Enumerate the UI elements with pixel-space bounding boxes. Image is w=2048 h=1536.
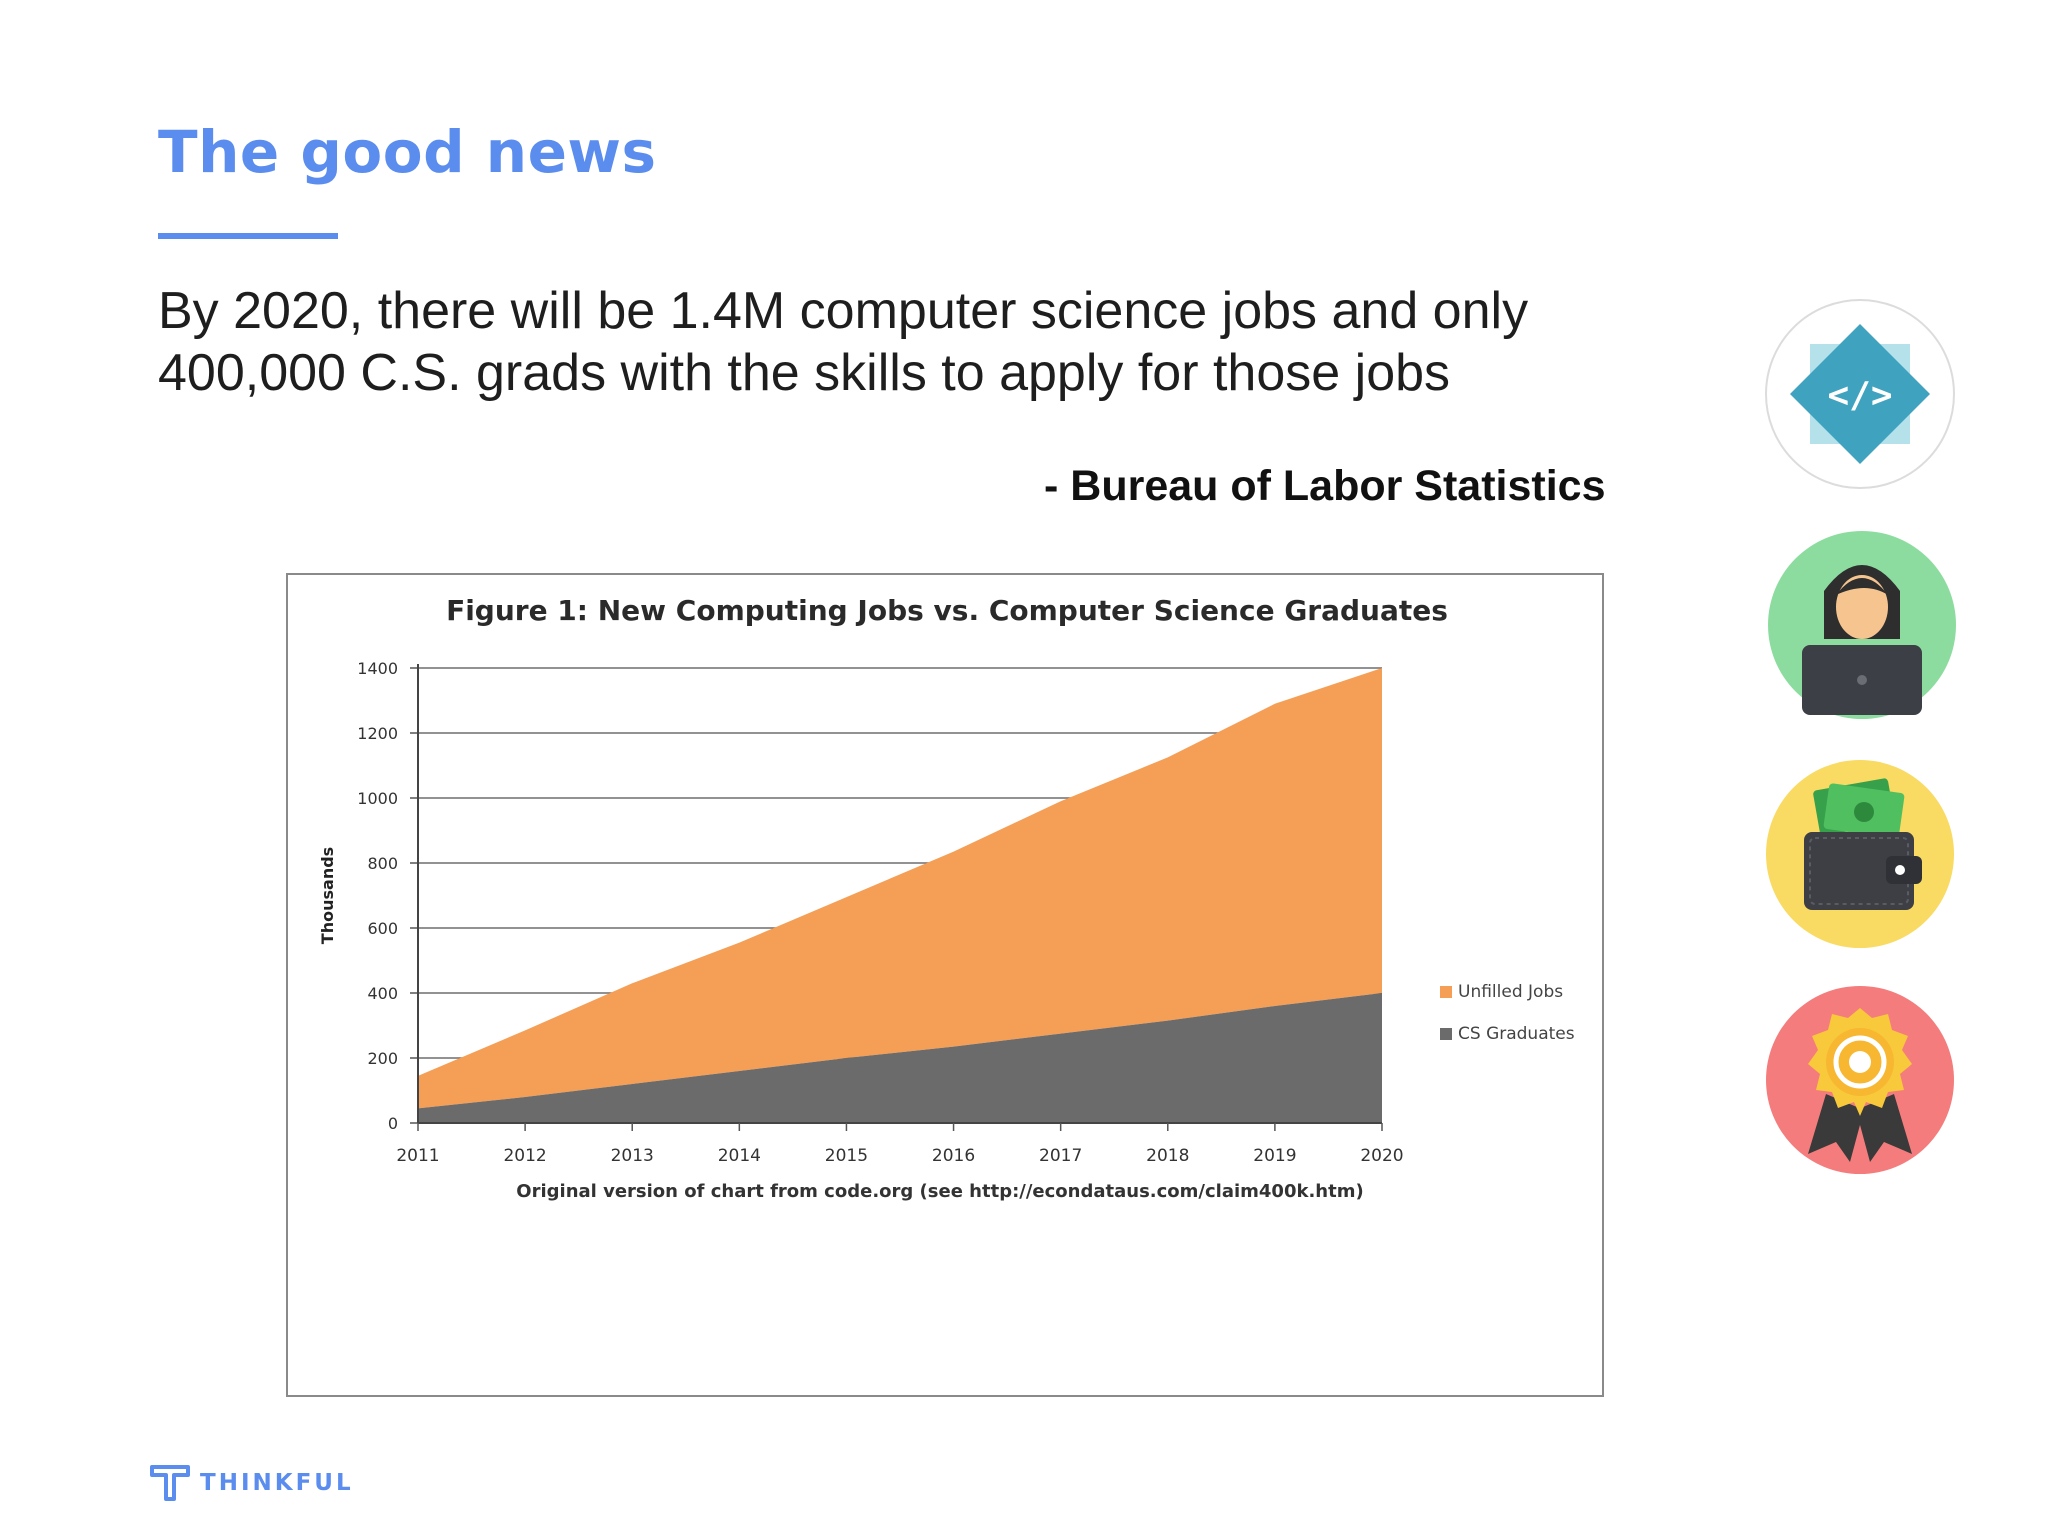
x-tick-label: 2016 xyxy=(932,1146,975,1166)
thinkful-logo: THINKFUL xyxy=(150,1463,354,1503)
thinkful-logo-icon xyxy=(150,1465,190,1501)
title-underline xyxy=(158,233,338,239)
body-line-1: By 2020, there will be 1.4M computer sci… xyxy=(158,282,1529,340)
y-tick-label: 0 xyxy=(388,1114,398,1133)
slide-body: By 2020, there will be 1.4M computer sci… xyxy=(158,280,1658,404)
y-tick-label: 1200 xyxy=(357,724,398,743)
legend-label: Unfilled Jobs xyxy=(1458,982,1563,1002)
thinkful-wordmark: THINKFUL xyxy=(200,1470,354,1496)
y-tick-label: 200 xyxy=(367,1049,398,1068)
body-line-2: 400,000 C.S. grads with the skills to ap… xyxy=(158,344,1451,402)
series-unfilled-jobs-area xyxy=(418,668,1382,1109)
wallet-money-icon xyxy=(1766,760,1954,948)
chart-figure: 0 200 400 600 800 1000 1200 1400 2011 2012 2013 201… xyxy=(286,573,1604,1397)
x-tick-label: 2015 xyxy=(825,1146,868,1166)
y-tick-label: 600 xyxy=(367,919,398,938)
attribution: - Bureau of Labor Statistics xyxy=(1044,462,1606,510)
code-diamond-icon: </> xyxy=(1765,299,1955,489)
x-tick-label: 2014 xyxy=(718,1146,761,1166)
svg-text:</>: </> xyxy=(1827,375,1892,416)
award-badge-icon xyxy=(1766,986,1954,1174)
legend-label: CS Graduates xyxy=(1458,1024,1575,1044)
x-tick-label: 2017 xyxy=(1039,1146,1082,1166)
chart-title: Figure 1: New Computing Jobs vs. Compute… xyxy=(446,594,1448,627)
x-tick-label: 2018 xyxy=(1146,1146,1189,1166)
x-tick-label: 2013 xyxy=(611,1146,654,1166)
area-chart: 0 200 400 600 800 1000 1200 1400 2011 2012 2013 201… xyxy=(318,594,1575,1202)
x-tick-label: 2012 xyxy=(503,1146,546,1166)
x-axis-label: Original version of chart from code.org … xyxy=(516,1181,1363,1202)
legend-swatch xyxy=(1440,1028,1452,1040)
x-tick-label: 2019 xyxy=(1253,1146,1296,1166)
y-tick-label: 800 xyxy=(367,854,398,873)
y-tick-label: 1400 xyxy=(357,659,398,678)
y-tick-label: 400 xyxy=(367,984,398,1003)
x-tick-label: 2020 xyxy=(1360,1146,1403,1166)
y-tick-label: 1000 xyxy=(357,789,398,808)
y-axis-label: Thousands xyxy=(318,847,337,944)
slide-title: The good news xyxy=(158,118,657,186)
developer-at-laptop-icon xyxy=(1768,531,1956,719)
x-tick-label: 2011 xyxy=(396,1146,439,1166)
series-cs-graduates-area xyxy=(418,993,1382,1123)
legend-swatch xyxy=(1440,986,1452,998)
